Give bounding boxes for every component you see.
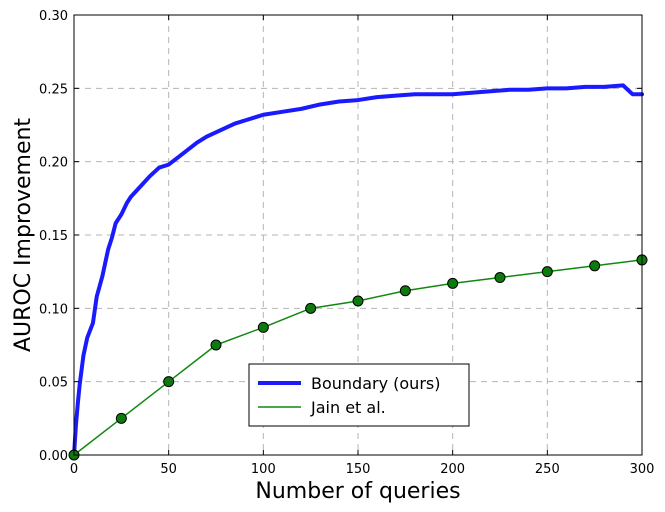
- legend-label-boundary: Boundary (ours): [311, 374, 440, 393]
- y-tick-label: 0.15: [39, 229, 68, 244]
- data-point: [163, 376, 175, 388]
- y-tick-label: 0.30: [39, 9, 68, 24]
- legend-label-jain: Jain et al.: [310, 398, 386, 417]
- legend: Boundary (ours) Jain et al.: [248, 363, 470, 427]
- series-line-0: [72, 83, 644, 457]
- axis-ticks: 0 50 100 150 200 250 300 0.00 0.05 0.10 0.15 0.20 0.…: [39, 9, 654, 477]
- data-point: [541, 266, 553, 278]
- y-tick-label: 0.20: [39, 156, 68, 171]
- data-point: [352, 295, 364, 307]
- x-tick-label: 0: [70, 462, 78, 477]
- legend-box: [248, 363, 470, 427]
- data-point: [115, 412, 127, 424]
- x-tick-label: 50: [160, 462, 177, 477]
- x-axis-title: Number of queries: [255, 479, 460, 504]
- data-point: [399, 285, 411, 297]
- y-tick-label: 0.25: [39, 82, 68, 97]
- y-tick-label: 0.10: [39, 302, 68, 317]
- data-point: [210, 339, 222, 351]
- y-tick-label: 0.00: [39, 449, 68, 464]
- data-point: [494, 272, 506, 284]
- x-tick-label: 100: [251, 462, 276, 477]
- x-tick-label: 300: [630, 462, 655, 477]
- data-point: [305, 302, 317, 314]
- x-tick-label: 200: [440, 462, 465, 477]
- series-layer: [68, 83, 648, 461]
- x-tick-label: 150: [346, 462, 371, 477]
- data-point: [589, 260, 601, 272]
- data-point: [257, 321, 269, 333]
- y-tick-label: 0.05: [39, 376, 68, 391]
- x-tick-label: 250: [535, 462, 560, 477]
- data-point: [447, 277, 459, 289]
- y-axis-title: AUROC Improvement: [11, 118, 36, 352]
